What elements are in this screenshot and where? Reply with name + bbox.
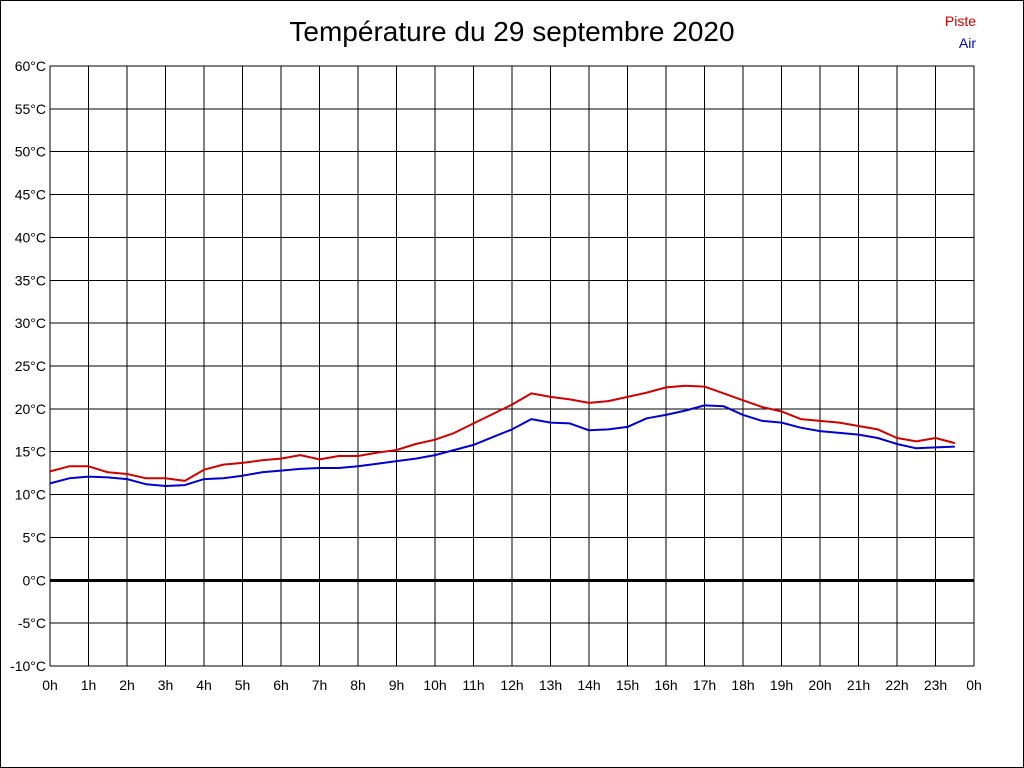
legend-piste: Piste <box>944 13 976 29</box>
x-tick-label: 18h <box>731 677 754 693</box>
x-tick-label: 12h <box>500 677 523 693</box>
x-tick-label: 1h <box>81 677 97 693</box>
y-tick-label: 20°C <box>15 401 46 417</box>
y-tick-label: 0°C <box>23 572 47 588</box>
grid <box>49 65 975 667</box>
x-tick-label: 13h <box>539 677 562 693</box>
y-tick-label: 35°C <box>15 272 46 288</box>
x-tick-label: 7h <box>312 677 328 693</box>
x-tick-label: 19h <box>770 677 793 693</box>
y-tick-label: 15°C <box>15 444 46 460</box>
x-axis-labels: 0h 1h 2h 3h 4h 5h 6h 7h 8h 9h 10h 11h 12h 13h 14h 15h 16… <box>42 677 982 693</box>
x-tick-label: 14h <box>577 677 600 693</box>
x-tick-label: 11h <box>462 677 484 693</box>
x-tick-label: 21h <box>847 677 870 693</box>
x-tick-label: 9h <box>389 677 405 693</box>
x-tick-label: 10h <box>423 677 446 693</box>
x-tick-label: 16h <box>654 677 677 693</box>
y-tick-label: -10°C <box>10 658 46 674</box>
x-tick-label: 0h <box>966 677 982 693</box>
series-line-air <box>49 404 955 487</box>
y-tick-label: 60°C <box>15 58 46 74</box>
y-tick-label: 30°C <box>15 315 46 331</box>
series-lines <box>49 384 956 487</box>
x-tick-label: 17h <box>693 677 716 693</box>
y-axis-labels: 60°C 55°C 50°C 45°C 40°C 35°C 30°C 25°C 20°C 15°C… <box>10 58 46 674</box>
x-tick-label: 0h <box>42 677 58 693</box>
x-tick-label: 3h <box>158 677 174 693</box>
y-tick-label: 10°C <box>15 487 46 503</box>
y-tick-label: 25°C <box>15 358 46 374</box>
legend-air: Air <box>958 35 976 51</box>
x-tick-label: 4h <box>196 677 212 693</box>
y-tick-label: -5°C <box>18 615 46 631</box>
x-tick-label: 5h <box>235 677 251 693</box>
x-tick-label: 23h <box>924 677 947 693</box>
x-tick-label: 6h <box>273 677 289 693</box>
y-tick-label: 50°C <box>15 144 46 160</box>
y-tick-label: 55°C <box>15 101 46 117</box>
y-tick-label: 40°C <box>15 229 46 245</box>
y-tick-label: 5°C <box>23 529 47 545</box>
x-tick-label: 22h <box>885 677 908 693</box>
x-tick-label: 20h <box>808 677 831 693</box>
x-tick-label: 2h <box>119 677 135 693</box>
x-tick-label: 8h <box>350 677 366 693</box>
x-tick-label: 15h <box>616 677 639 693</box>
series-line-piste <box>49 384 956 482</box>
y-tick-label: 45°C <box>15 187 46 203</box>
chart-title: Température du 29 septembre 2020 <box>289 16 735 47</box>
